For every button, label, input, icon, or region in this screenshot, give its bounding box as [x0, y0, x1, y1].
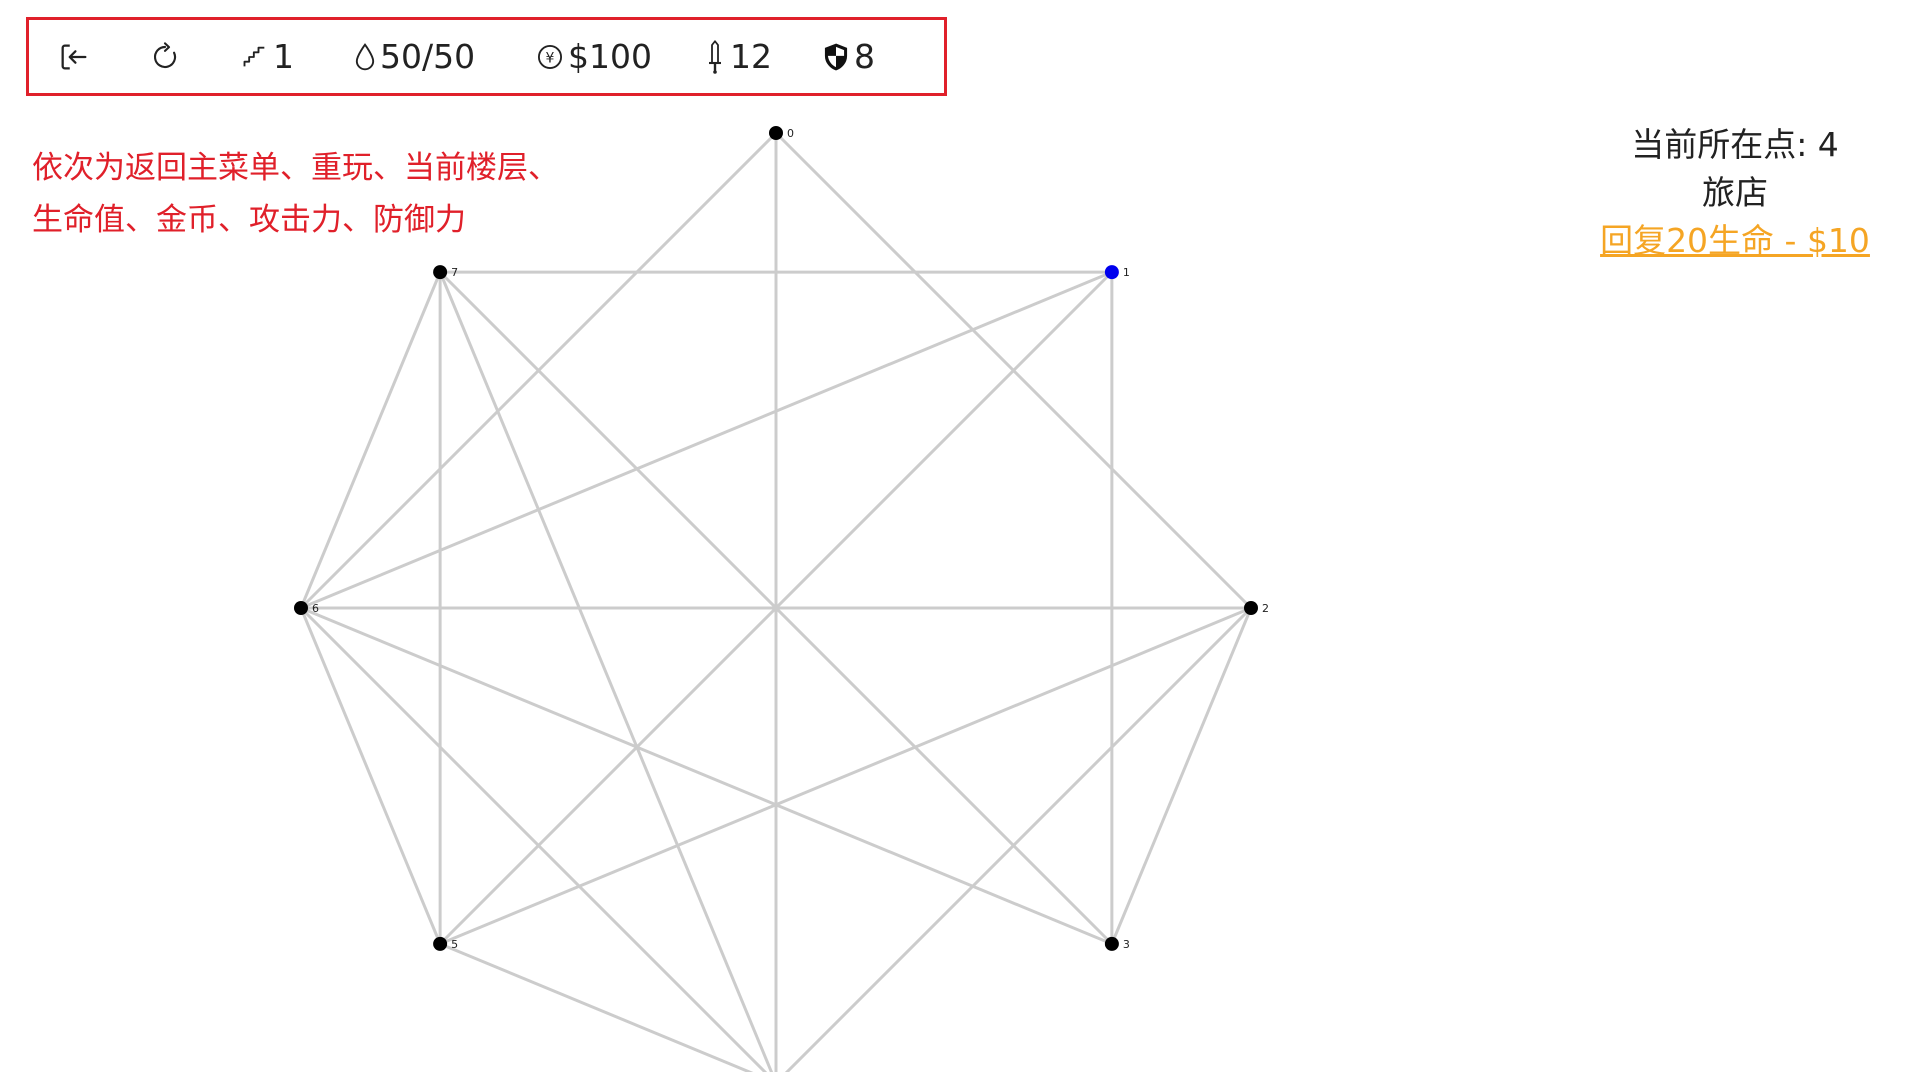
- graph-edge-2-3: [1110, 607, 1253, 945]
- location-type-text: 旅店: [1702, 173, 1768, 212]
- graph-node-2[interactable]: [1244, 601, 1258, 615]
- stairs-icon: [243, 46, 265, 66]
- graph-node-0[interactable]: [769, 126, 783, 140]
- toolbar-annotation: 依次为返回主菜单、重玩、当前楼层、 生命值、金币、攻击力、防御力: [32, 142, 632, 246]
- graph-node-label-0: 0: [787, 127, 794, 140]
- graph-edge-1-6: [300, 270, 1113, 610]
- gold-value: $100: [568, 37, 652, 76]
- graph-node-label-2: 2: [1262, 602, 1269, 615]
- graph-node-label-7: 7: [451, 266, 458, 279]
- graph-node-6[interactable]: [294, 601, 308, 615]
- graph-node-label-6: 6: [312, 602, 319, 615]
- graph-edge-4-6: [299, 606, 768, 1072]
- graph-edge-3-7: [439, 271, 1113, 945]
- graph-node-3[interactable]: [1104, 936, 1119, 951]
- hp-stat: 50/50: [354, 20, 475, 93]
- gold-stat: ¥ $100: [536, 20, 652, 93]
- graph-edge-4-5: [439, 942, 754, 1072]
- hp-value: 50/50: [380, 37, 476, 76]
- svg-text:¥: ¥: [546, 50, 555, 66]
- current-point-text: 当前所在点: 4: [1631, 125, 1839, 164]
- exit-icon: [61, 44, 87, 69]
- graph-nodes: 01234567: [294, 126, 1269, 951]
- attack-value: 12: [730, 37, 772, 76]
- graph-node-label-1: 1: [1123, 266, 1130, 279]
- graph-node-1[interactable]: [1104, 265, 1119, 280]
- graph-node-label-5: 5: [451, 938, 458, 951]
- annotation-line-2: 生命值、金币、攻击力、防御力: [32, 202, 466, 238]
- restart-icon: [153, 41, 177, 68]
- graph-node-5[interactable]: [433, 936, 448, 951]
- shield-icon: [824, 43, 848, 70]
- annotation-line-1: 依次为返回主菜单、重玩、当前楼层、: [32, 150, 559, 186]
- graph-edge-3-6: [300, 606, 1113, 946]
- attack-stat: 12: [704, 20, 772, 93]
- graph-edge-6-7: [299, 271, 442, 609]
- graph-edges: [299, 131, 1253, 1072]
- graph-edge-4-7: [438, 271, 774, 1072]
- defense-stat: 8: [822, 20, 875, 93]
- floor-value: 1: [273, 37, 294, 76]
- graph-node-7[interactable]: [433, 265, 448, 280]
- graph-edge-5-6: [299, 607, 442, 945]
- location-info-panel: 当前所在点: 4 旅店 回复20生命 - $10: [1560, 121, 1906, 265]
- heal-action-link[interactable]: 回复20生命 - $10: [1600, 221, 1870, 260]
- coin-icon: ¥: [537, 44, 563, 69]
- exit-button[interactable]: [57, 20, 91, 93]
- drop-icon: [355, 42, 375, 70]
- sword-icon: [709, 39, 721, 74]
- graph-node-label-3: 3: [1123, 938, 1130, 951]
- restart-button[interactable]: [149, 20, 181, 93]
- defense-value: 8: [854, 37, 875, 76]
- status-toolbar: 1 50/50 ¥ $100 12: [26, 17, 947, 96]
- graph-edge-2-5: [439, 606, 1252, 946]
- floor-stat: 1: [241, 20, 294, 93]
